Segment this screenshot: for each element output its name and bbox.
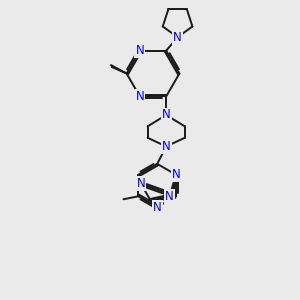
- Text: N: N: [162, 140, 171, 153]
- Text: N: N: [135, 44, 144, 57]
- Text: N: N: [136, 177, 145, 190]
- Text: N: N: [135, 90, 144, 103]
- Text: N: N: [172, 168, 180, 181]
- Text: N: N: [153, 201, 162, 214]
- Text: N: N: [173, 31, 182, 44]
- Text: N: N: [162, 109, 171, 122]
- Text: N: N: [165, 190, 174, 203]
